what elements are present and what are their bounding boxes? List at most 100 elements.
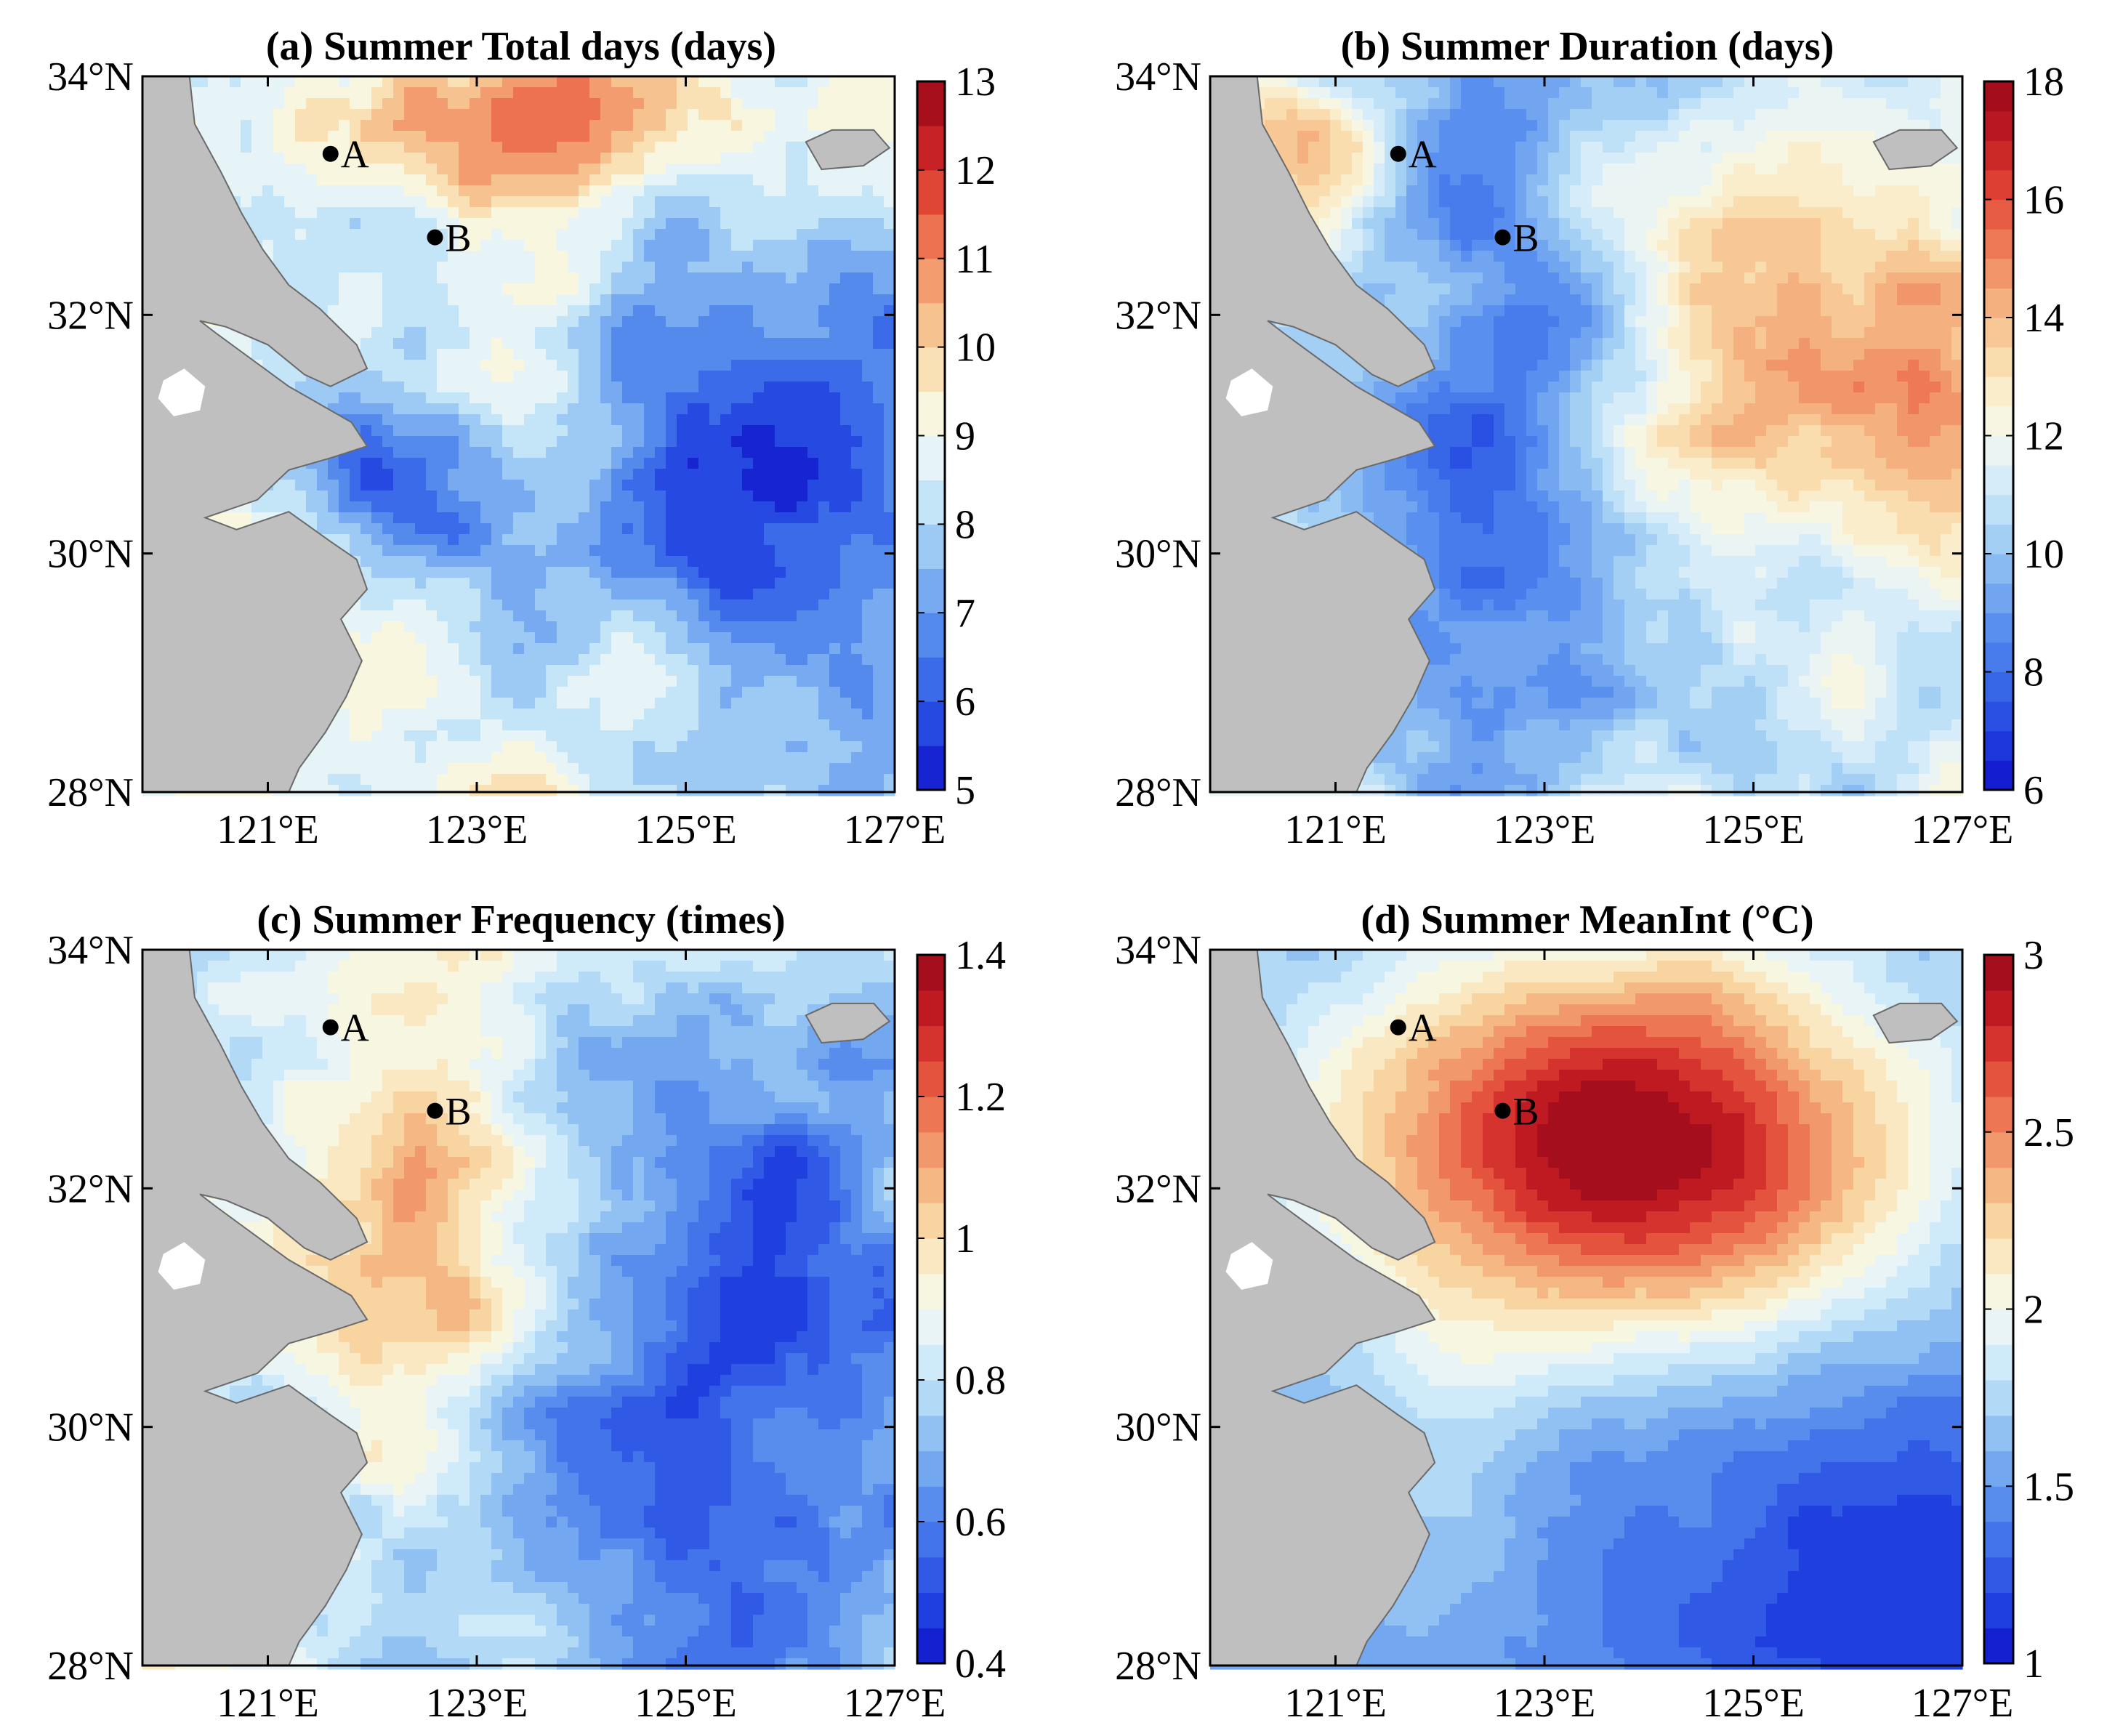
lon-label: 123°E bbox=[426, 1681, 528, 1726]
colorbar-tick-label: 5 bbox=[955, 768, 975, 813]
map-frame bbox=[141, 75, 896, 794]
colorbar-tick-label: 16 bbox=[2023, 178, 2064, 223]
lon-label: 123°E bbox=[426, 807, 528, 852]
colorbar-level bbox=[1984, 1415, 2013, 1452]
station-A-marker bbox=[1390, 1019, 1406, 1035]
colorbar-level bbox=[1984, 524, 2013, 554]
land-jeju-island bbox=[1872, 1002, 1959, 1044]
colorbar-tick-label: 18 bbox=[2023, 60, 2064, 105]
panel-title: (b) Summer Duration (days) bbox=[1341, 24, 1834, 69]
colorbar-tick-label: 1.4 bbox=[955, 933, 1006, 978]
colorbar-tick-label: 12 bbox=[2023, 414, 2064, 459]
colorbar-level bbox=[1984, 288, 2013, 318]
colorbar-tick-label: 10 bbox=[955, 326, 996, 371]
colorbar-level bbox=[917, 258, 945, 304]
colorbar: 0.4 0.6 0.8 1 1.2 1.4 bbox=[916, 933, 1006, 1687]
lon-label: 127°E bbox=[1911, 1681, 2014, 1726]
colorbar-tick-label: 0.6 bbox=[955, 1500, 1006, 1545]
lon-label: 125°E bbox=[634, 1681, 737, 1726]
lon-label: 121°E bbox=[1284, 1681, 1387, 1726]
colorbar-level bbox=[1984, 347, 2013, 377]
colorbar-level bbox=[1984, 376, 2013, 407]
land-china bbox=[1209, 949, 1436, 1666]
colorbar-level bbox=[917, 391, 945, 437]
colorbar-tick-label: 8 bbox=[955, 502, 975, 547]
lake-taihu bbox=[1225, 368, 1273, 416]
lat-label: 30°N bbox=[1115, 532, 1201, 577]
lon-label: 123°E bbox=[1494, 1681, 1596, 1726]
station-A-label: A bbox=[341, 133, 369, 177]
station-B-marker bbox=[427, 229, 443, 246]
colorbar-level bbox=[1984, 1628, 2013, 1664]
lake-taihu bbox=[158, 1242, 206, 1290]
lat-label: 32°N bbox=[47, 293, 134, 338]
lat-label: 28°N bbox=[1115, 1644, 1201, 1689]
colorbar-level bbox=[1984, 1557, 2013, 1594]
colorbar-level bbox=[1984, 229, 2013, 259]
colorbar-level bbox=[1984, 1486, 2013, 1522]
lat-label: 34°N bbox=[1115, 54, 1201, 100]
colorbar-tick-label: 11 bbox=[955, 237, 994, 282]
panel-a: (a) Summer Total days (days) 34°N 32°N 30°N… bbox=[47, 24, 996, 852]
colorbar-level bbox=[1984, 1131, 2013, 1168]
colorbar-level bbox=[1984, 671, 2013, 702]
lat-label: 28°N bbox=[1115, 770, 1201, 815]
station-B-label: B bbox=[446, 217, 472, 260]
station-B-label: B bbox=[446, 1090, 472, 1134]
colorbar-level bbox=[1984, 258, 2013, 288]
lon-label: 127°E bbox=[844, 1681, 946, 1726]
station-A-marker bbox=[322, 1019, 339, 1035]
station-B-marker bbox=[427, 1102, 443, 1119]
land-jeju-island bbox=[1872, 129, 1959, 171]
panel-c: (c) Summer Frequency (times) 34°N 32°N 30°N… bbox=[47, 897, 1006, 1726]
colorbar-level bbox=[917, 1097, 945, 1133]
colorbar-level bbox=[1984, 1025, 2013, 1062]
colorbar-level bbox=[917, 480, 945, 525]
colorbar-level bbox=[1984, 554, 2013, 584]
station-B-marker bbox=[1494, 1102, 1511, 1119]
lat-label: 32°N bbox=[1115, 1166, 1201, 1211]
colorbar-tick-label: 2.5 bbox=[2023, 1110, 2074, 1155]
colorbar: 1 1.5 2 2.5 3 bbox=[1983, 933, 2074, 1687]
colorbar-level bbox=[1984, 583, 2013, 613]
colorbar-level bbox=[917, 955, 945, 991]
panel-title: (d) Summer MeanInt (°C) bbox=[1361, 897, 1813, 942]
colorbar-level bbox=[917, 347, 945, 392]
colorbar-level bbox=[917, 1061, 945, 1097]
colorbar-level bbox=[917, 1167, 945, 1203]
colorbar-tick-label: 0.8 bbox=[955, 1358, 1006, 1403]
colorbar-level bbox=[917, 613, 945, 658]
colorbar-level bbox=[1984, 1344, 2013, 1381]
lat-label: 32°N bbox=[1115, 293, 1201, 338]
colorbar-level bbox=[917, 1380, 945, 1416]
colorbar-level bbox=[1984, 1061, 2013, 1097]
colorbar: 5 6 7 8 9 10 11 12 13 bbox=[916, 60, 996, 813]
colorbar-level bbox=[917, 302, 945, 348]
colorbar-tick-label: 8 bbox=[2023, 650, 2044, 695]
land-china bbox=[1209, 76, 1436, 793]
colorbar-level bbox=[917, 1557, 945, 1594]
colorbar-tick-label: 14 bbox=[2023, 296, 2064, 341]
colorbar-level bbox=[917, 1486, 945, 1522]
colorbar-level bbox=[1984, 435, 2013, 466]
lon-label: 125°E bbox=[634, 807, 737, 852]
colorbar-level bbox=[917, 1522, 945, 1558]
lat-label: 34°N bbox=[47, 928, 134, 973]
colorbar-level bbox=[917, 1415, 945, 1452]
colorbar-level bbox=[1984, 642, 2013, 673]
panel-d: (d) Summer MeanInt (°C) 34°N 32°N 30°N 28°N 1… bbox=[1115, 897, 2074, 1726]
lon-label: 125°E bbox=[1702, 807, 1805, 852]
colorbar-level bbox=[1984, 140, 2013, 171]
colorbar-level bbox=[1984, 701, 2013, 732]
colorbar-level bbox=[1984, 955, 2013, 991]
colorbar-tick-label: 9 bbox=[955, 414, 975, 459]
colorbar-tick-label: 1.2 bbox=[955, 1075, 1006, 1120]
colorbar-level bbox=[1984, 1522, 2013, 1558]
colorbar-level bbox=[1984, 1592, 2013, 1628]
colorbar-level bbox=[1984, 110, 2013, 141]
station-A-label: A bbox=[341, 1006, 369, 1050]
colorbar-level bbox=[917, 1592, 945, 1628]
colorbar-tick-label: 6 bbox=[955, 679, 975, 724]
colorbar-level bbox=[917, 657, 945, 702]
colorbar-level bbox=[917, 214, 945, 259]
